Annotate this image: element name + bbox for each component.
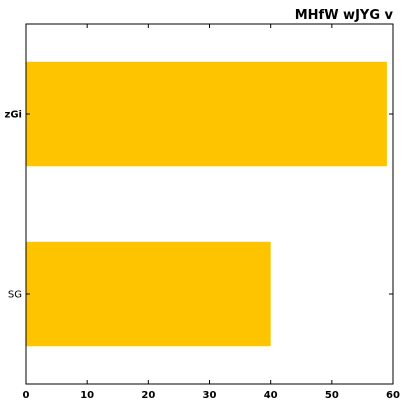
y-tick-label-zgi: zGi xyxy=(5,110,22,121)
bar-zgi xyxy=(26,61,387,167)
bars-group xyxy=(26,61,387,347)
x-tick-label: 20 xyxy=(141,390,155,401)
x-tick-label: 0 xyxy=(23,390,30,401)
y-axis: zGi SG xyxy=(5,110,393,301)
y-tick-label-sg: SG xyxy=(8,290,22,301)
x-tick-label: 60 xyxy=(386,390,400,401)
x-axis: 0 10 20 30 40 50 60 xyxy=(23,24,400,401)
chart-title: MHfW wJYG v xyxy=(295,8,394,23)
bar-sg xyxy=(26,241,271,347)
x-tick-label: 10 xyxy=(80,390,94,401)
x-tick-label: 40 xyxy=(264,390,278,401)
x-tick-label: 30 xyxy=(203,390,217,401)
x-tick-label: 50 xyxy=(325,390,339,401)
